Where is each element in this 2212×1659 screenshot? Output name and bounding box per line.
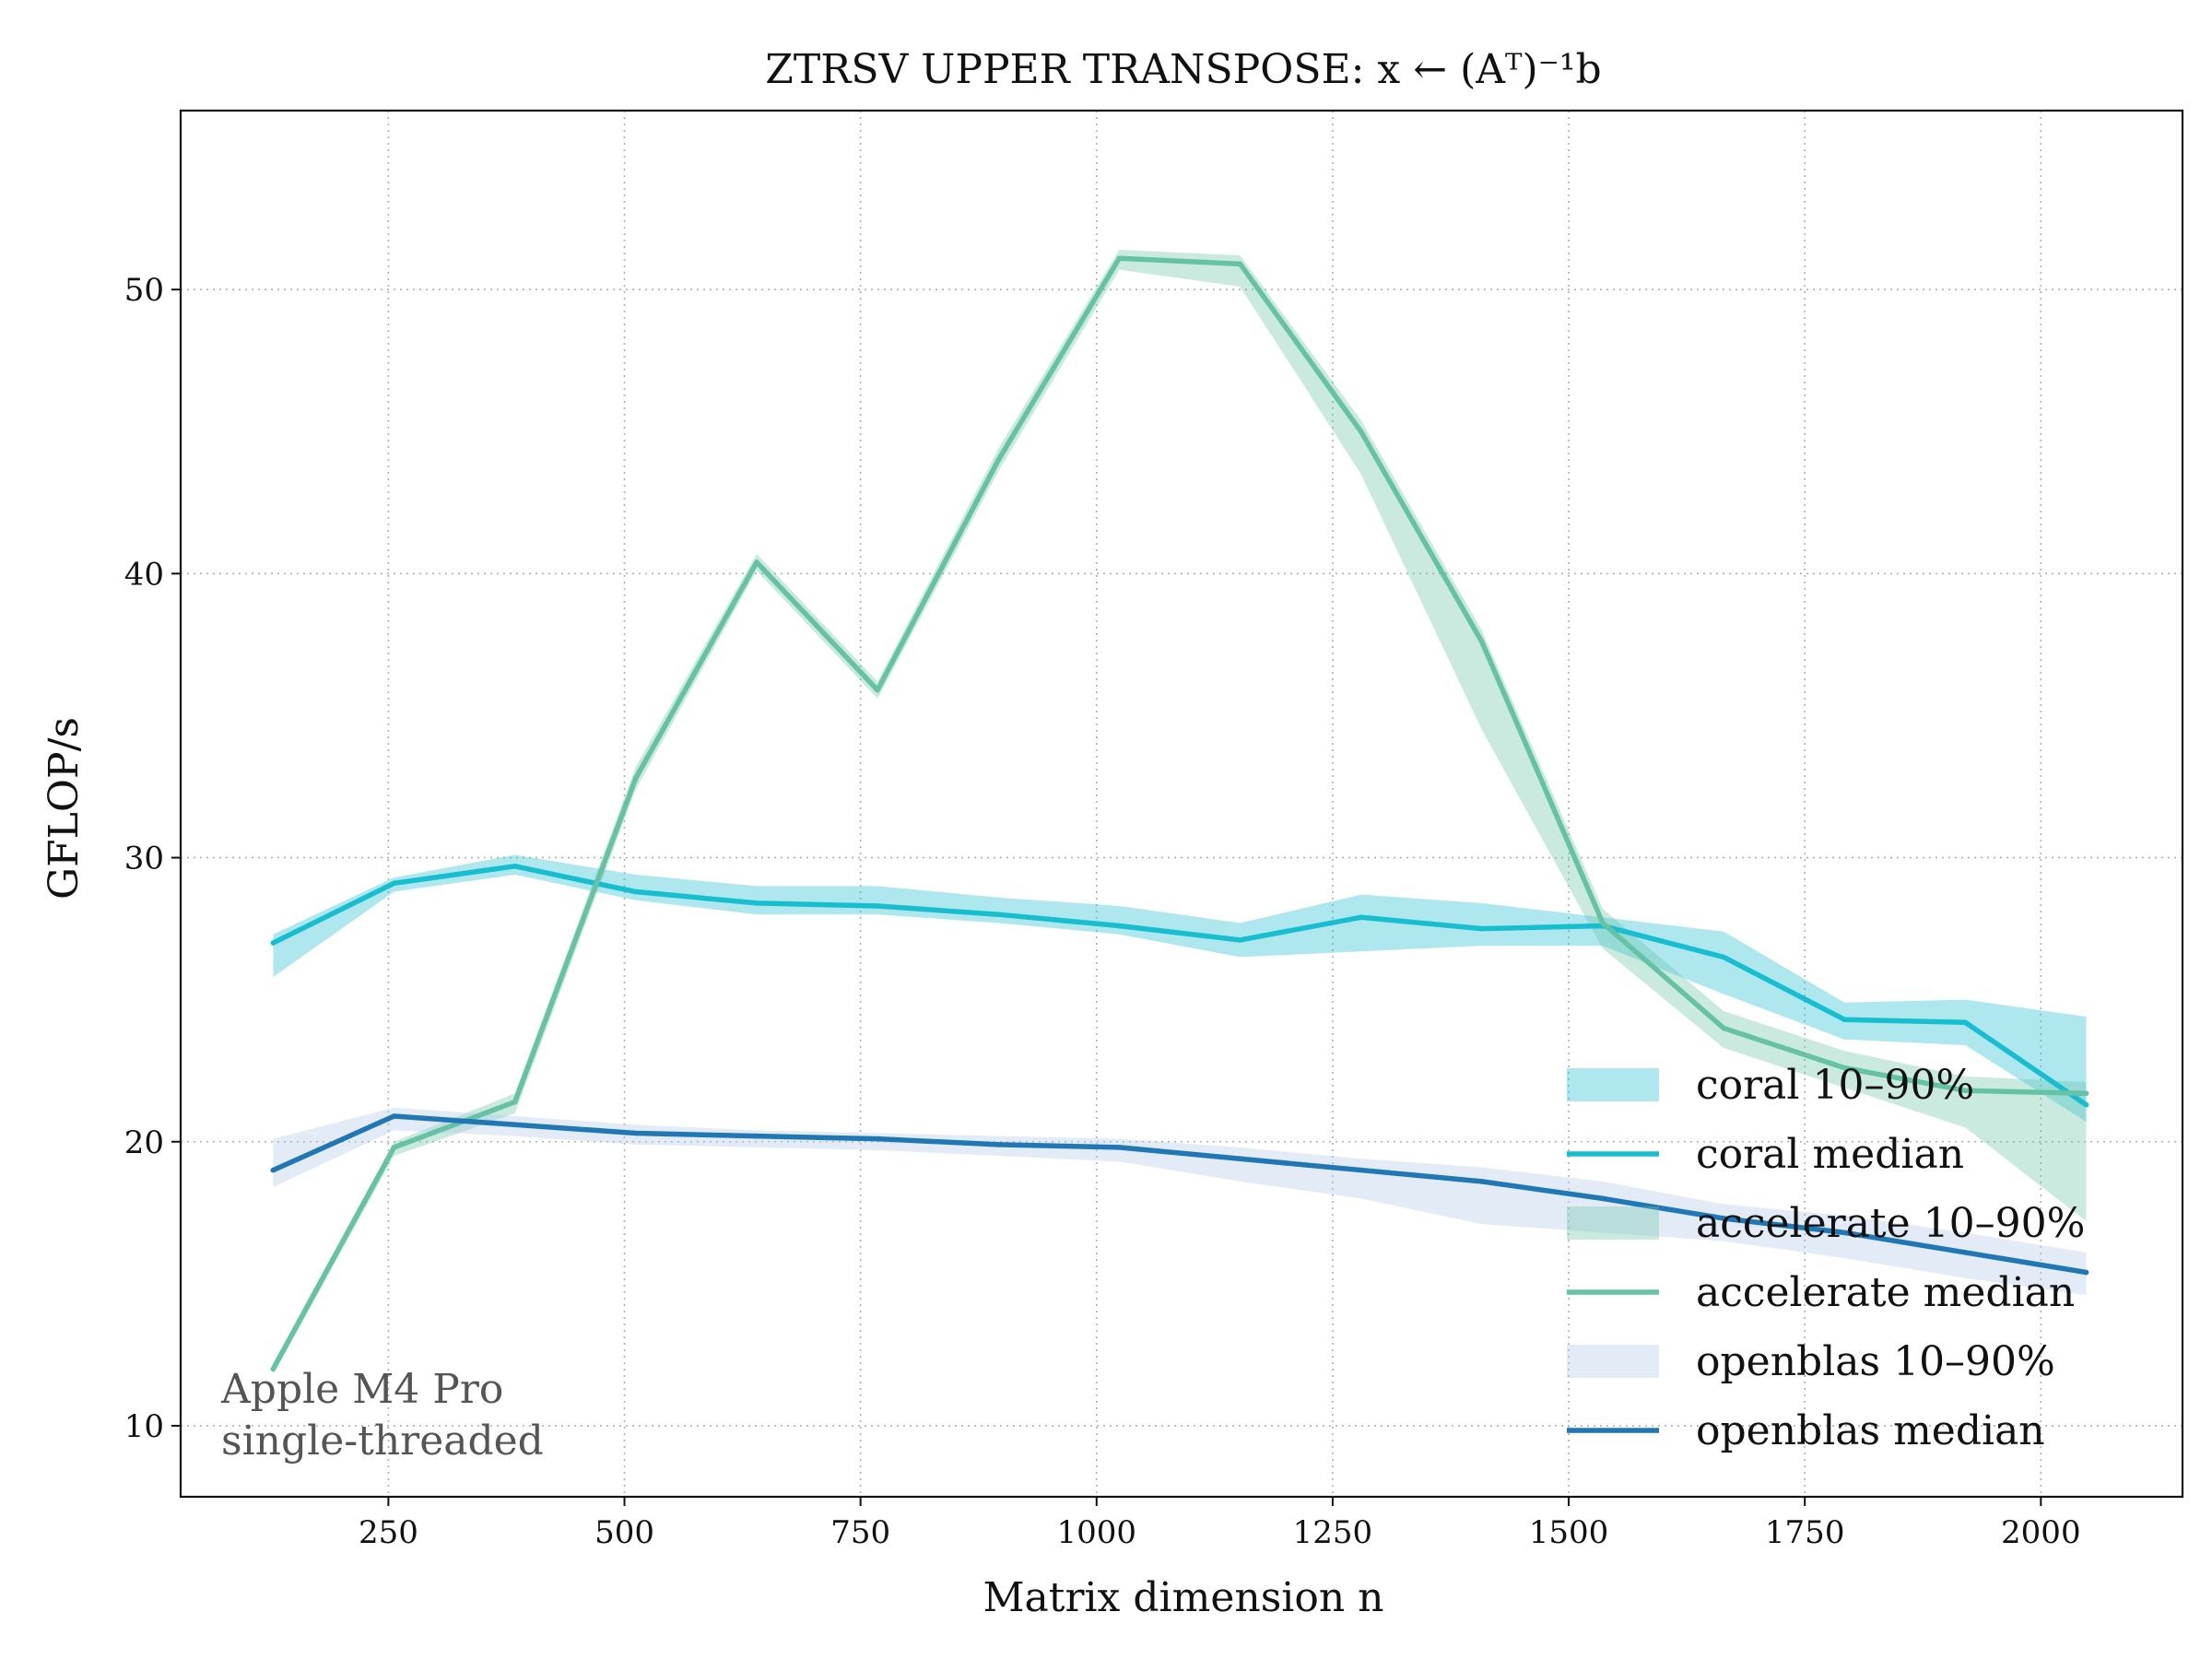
x-tick-label: 1750 (1765, 1514, 1845, 1551)
openblas-median-point (1116, 1145, 1123, 1150)
coral-median-point (875, 903, 880, 909)
accelerate-median-legend-label: accelerate median (1696, 1269, 2075, 1316)
coral-median-point (754, 900, 759, 906)
y-tick-label: 20 (124, 1124, 164, 1161)
legend: coral 10–90% coral median accelerate 10–90… (1567, 1062, 2085, 1454)
openblas-median-point (2083, 1269, 2089, 1276)
accelerate-median-point (1479, 639, 1485, 645)
openblas-median-point (270, 1167, 276, 1173)
accelerate-median-line (270, 255, 2089, 1372)
y-axis-label: GFLOP/s (41, 717, 88, 900)
x-tick-label: 1500 (1529, 1514, 1609, 1551)
openblas-median-point (754, 1133, 759, 1139)
x-tick-label: 2000 (2001, 1514, 2081, 1551)
accelerate-median-point (512, 1099, 518, 1105)
accelerate-median-point (633, 775, 639, 782)
openblas-median-line (270, 1113, 2089, 1276)
annotation-line-1: Apple M4 Pro (220, 1366, 503, 1413)
coral-median-point (995, 912, 1002, 917)
openblas-median-point (875, 1135, 880, 1142)
accelerate-median-point (754, 559, 759, 565)
accelerate-median-point (1962, 1088, 1969, 1094)
openblas-median-legend-label: openblas median (1696, 1407, 2045, 1454)
openblas-median-point (1600, 1195, 1606, 1202)
accelerate-median-point (1600, 920, 1606, 926)
accelerate-median-point (875, 687, 880, 693)
x-axis-label: Matrix dimension n (982, 1574, 1383, 1621)
openblas-median-point (1841, 1230, 1848, 1236)
x-tick-label: 750 (830, 1514, 890, 1551)
accelerate-median-point (1721, 1025, 1726, 1031)
x-tick-label: 1250 (1293, 1514, 1373, 1551)
coral-band (273, 854, 2087, 1123)
accelerate-median-point (1841, 1065, 1848, 1071)
openblas-band-legend-label: openblas 10–90% (1696, 1338, 2055, 1385)
y-tick-label: 30 (124, 841, 164, 877)
accelerate-band-swatch (1567, 1206, 1659, 1240)
coral-median-point (1962, 1019, 1969, 1026)
y-tick-label: 40 (124, 556, 164, 593)
coral-median-point (270, 940, 276, 946)
median-lines (270, 255, 2089, 1372)
coral-median-point (633, 888, 639, 895)
coral-median-point (2083, 1101, 2089, 1108)
y-tick-label: 10 (124, 1408, 164, 1445)
device-annotation: Apple M4 Pro single-threaded (220, 1366, 544, 1465)
accelerate-median-point (1358, 429, 1364, 435)
accelerate-median-point (1116, 255, 1123, 262)
openblas-median-point (1721, 1216, 1726, 1221)
openblas-median-point (1962, 1250, 1969, 1255)
accelerate-median-point (270, 1366, 276, 1372)
coral-median-point (391, 880, 397, 887)
openblas-median-point (1479, 1179, 1485, 1184)
openblas-median-point (1237, 1156, 1243, 1162)
openblas-median-point (633, 1130, 639, 1136)
accelerate-band-legend-label: accelerate 10–90% (1696, 1200, 2085, 1247)
openblas-median-point (995, 1142, 1002, 1147)
x-tick-label: 500 (594, 1514, 654, 1551)
chart-title: ZTRSV UPPER TRANSPOSE: x ← (Aᵀ)⁻¹b (765, 46, 1601, 93)
coral-median-line (270, 864, 2089, 1108)
accelerate-median-point (2083, 1090, 2089, 1097)
accelerate-median-point (391, 1145, 397, 1150)
openblas-median-point (1358, 1167, 1364, 1173)
coral-median-point (1237, 937, 1243, 943)
x-tick-label: 250 (359, 1514, 418, 1551)
accelerate-median-point (995, 457, 1002, 463)
x-tick-label: 1000 (1057, 1514, 1137, 1551)
coral-band-legend-label: coral 10–90% (1696, 1062, 1974, 1109)
y-tick-label: 50 (124, 272, 164, 309)
plot-frame (179, 109, 2184, 1499)
openblas-median-point (391, 1113, 397, 1119)
coral-median-point (512, 864, 518, 869)
coral-median-point (1841, 1017, 1848, 1023)
coral-median-point (1358, 914, 1364, 921)
coral-median-legend-label: coral median (1696, 1131, 1964, 1178)
coral-median-point (1116, 923, 1123, 929)
openblas-band-swatch (1567, 1345, 1659, 1378)
coral-median-point (1721, 954, 1726, 960)
openblas-median-point (512, 1122, 518, 1128)
axis-ticks: 250 500 750 1000 1250 1500 1750 2000 10 20 30 40 50 (124, 272, 2081, 1551)
annotation-line-2: single-threaded (221, 1418, 544, 1465)
coral-band-swatch (1567, 1068, 1659, 1101)
coral-median-point (1479, 925, 1485, 932)
accelerate-median-point (1237, 261, 1243, 267)
